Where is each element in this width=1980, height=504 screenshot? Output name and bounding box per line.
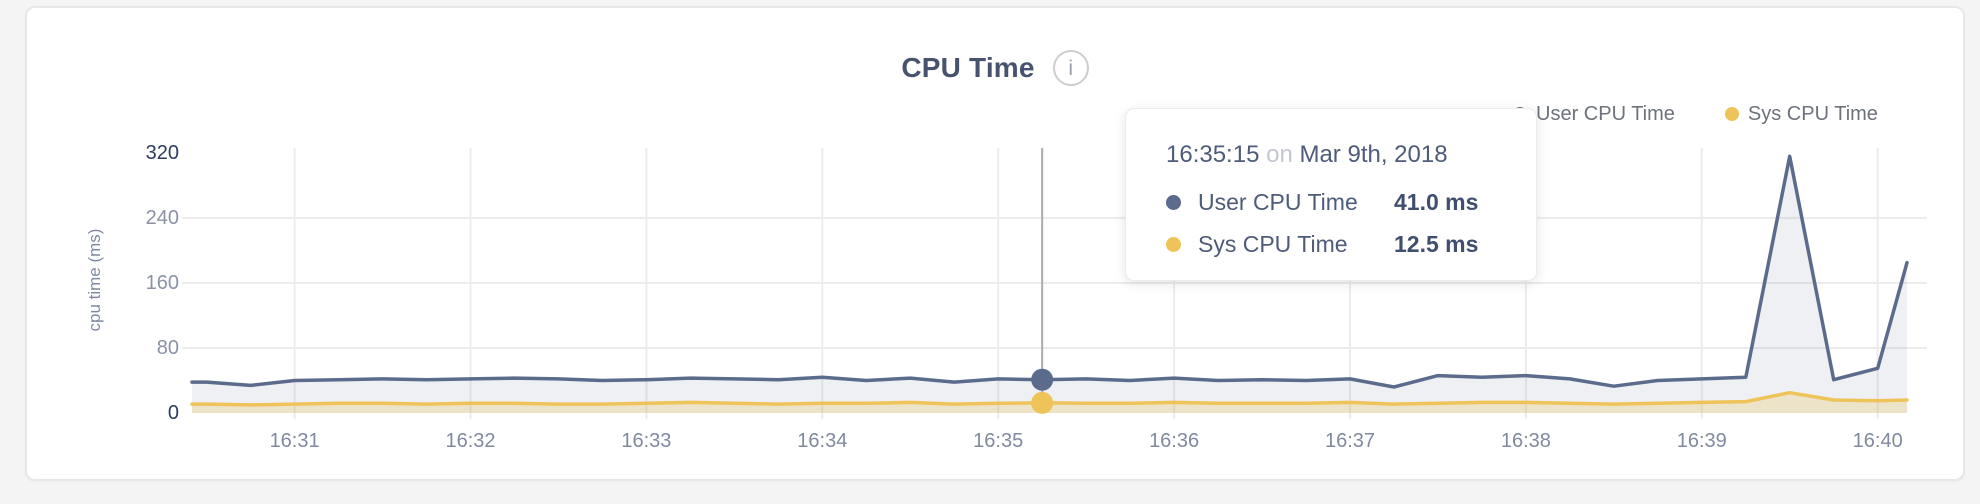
y-tick-label: 240 — [145, 207, 179, 229]
user-cpu-line — [190, 154, 1909, 389]
legend-dot — [1724, 107, 1739, 121]
y-tick-label: 320 — [145, 142, 179, 164]
cpu-time-chart-card: CPU Time i User CPU Time Sys CPU Time cpu… — [25, 6, 1965, 481]
tooltip-series-label: Sys CPU Time — [1198, 230, 1348, 257]
legend: User CPU Time Sys CPU Time — [1513, 102, 1878, 126]
legend-label: Sys CPU Time — [1747, 102, 1878, 125]
chart-header: CPU Time i — [27, 48, 1963, 88]
x-tick-label: 16:38 — [1500, 430, 1551, 452]
tooltip-header: 16:35:15 on Mar 9th, 2018 — [1166, 141, 1536, 169]
tooltip-row: Sys CPU Time 12.5 ms — [1166, 223, 1536, 265]
tooltip-series-dot — [1166, 236, 1181, 252]
x-tick-label: 16:34 — [797, 430, 848, 452]
tooltip-series-value: 41.0 ms — [1394, 188, 1479, 215]
x-tick-label: 16:37 — [1324, 430, 1376, 452]
legend-item-sys-cpu-time[interactable]: Sys CPU Time — [1724, 102, 1878, 126]
tooltip-rows: User CPU Time 41.0 ms Sys CPU Time 12.5 ms — [1166, 181, 1536, 265]
legend-label: User CPU Time — [1536, 102, 1675, 125]
tooltip-time: 16:35:15 — [1166, 141, 1260, 168]
chart-title: CPU Time — [901, 52, 1035, 83]
x-tick-label: 16:36 — [1149, 430, 1200, 452]
tooltip-series-value: 12.5 ms — [1394, 230, 1479, 257]
tooltip-series-dot — [1166, 194, 1181, 210]
tooltip-row: User CPU Time 41.0 ms — [1166, 181, 1536, 223]
x-tick-label: 16:35 — [973, 430, 1024, 452]
x-tick-label: 16:39 — [1676, 430, 1727, 452]
user-cpu-hover-marker — [1031, 368, 1054, 391]
sys-cpu-hover-marker — [1031, 391, 1054, 414]
tooltip-date: Mar 9th, 2018 — [1299, 141, 1448, 168]
info-icon[interactable]: i — [1052, 50, 1089, 86]
tooltip-connector: on — [1266, 141, 1293, 168]
tooltip-series-label: User CPU Time — [1198, 188, 1358, 215]
plot-area[interactable] — [27, 8, 1980, 504]
y-tick-label: 0 — [167, 402, 179, 424]
x-tick-label: 16:40 — [1852, 430, 1903, 452]
user-cpu-area-fill — [192, 156, 1907, 414]
chart-tooltip: 16:35:15 on Mar 9th, 2018 User CPU Time 4… — [1125, 108, 1537, 281]
y-tick-label: 160 — [145, 272, 179, 294]
y-tick-label: 80 — [156, 337, 179, 359]
sys-cpu-area-fill — [192, 392, 1907, 413]
x-tick-label: 16:33 — [621, 430, 672, 452]
x-tick-label: 16:31 — [269, 430, 320, 452]
x-tick-label: 16:32 — [445, 430, 496, 452]
legend-item-user-cpu-time[interactable]: User CPU Time — [1513, 103, 1675, 126]
